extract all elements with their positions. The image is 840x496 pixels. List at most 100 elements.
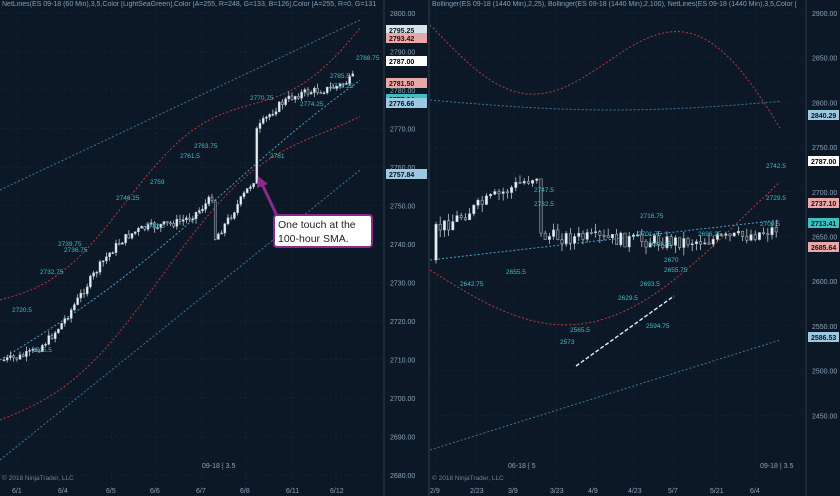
panel-divider[interactable] — [428, 0, 430, 496]
candle-body — [300, 91, 303, 99]
candle-body — [92, 272, 95, 277]
candle-body — [585, 232, 589, 240]
candle-body — [9, 355, 12, 358]
candle-body — [627, 236, 631, 248]
candle-body — [673, 237, 677, 246]
candle-body — [229, 217, 233, 220]
candle-body — [577, 232, 581, 237]
price-chart-60min[interactable]: 2800.00 2790.00 2780.00 2770.00 2760.00 2750.… — [0, 0, 428, 496]
date-tick-label: 2/23 — [470, 488, 484, 495]
candle-body — [489, 194, 493, 197]
price-chart-daily[interactable]: 2900.00 2850.00 2800.00 2750.00 2700.00 2650.… — [430, 0, 840, 496]
candle-body — [169, 222, 172, 225]
price-tick-label: 2650.00 — [812, 235, 837, 242]
candle-body — [560, 239, 564, 244]
candle-body — [303, 89, 307, 93]
price-annotation: 2720.5 — [12, 307, 32, 314]
candle-body — [329, 86, 332, 89]
candle-body — [736, 230, 740, 234]
candle-body — [615, 234, 619, 246]
candle-body — [514, 182, 518, 188]
candle-body — [644, 241, 648, 248]
price-tick-label: 2680.00 — [390, 473, 415, 480]
candle-body — [476, 199, 480, 206]
candle-body — [610, 234, 614, 239]
candle-body — [707, 242, 711, 245]
candle-body — [41, 345, 44, 352]
price-annotation: 2781 — [270, 153, 285, 160]
chart-panel-daily[interactable]: 2900.00 2850.00 2800.00 2750.00 2700.00 2650.… — [430, 0, 840, 496]
price-badge — [808, 156, 839, 166]
price-badge — [808, 242, 839, 252]
candle-body — [2, 359, 6, 362]
candle-body — [162, 221, 166, 225]
candle-body — [105, 256, 108, 262]
price-annotation: 2594.75 — [646, 323, 670, 330]
date-tick-label: 6/12 — [330, 488, 344, 495]
candle-body — [28, 350, 31, 352]
candle-body — [669, 236, 673, 246]
candle-body — [766, 233, 770, 236]
candle-body — [194, 211, 198, 220]
price-annotation: 2655.5 — [506, 269, 526, 276]
candle-body — [631, 234, 635, 237]
candle-body — [547, 236, 551, 240]
candle-body — [306, 89, 310, 95]
candle-body — [210, 196, 214, 202]
candle-body — [703, 242, 707, 245]
price-tick-label: 2790.00 — [390, 50, 415, 57]
candle-body — [636, 234, 640, 237]
candle-body — [133, 231, 137, 234]
price-annotation: 2761.5 — [180, 153, 200, 160]
price-annotation: 2716.75 — [640, 213, 664, 220]
price-annotation: 2788.75 — [356, 55, 380, 62]
candle-body — [678, 237, 682, 248]
candle-body — [564, 233, 568, 244]
candle-body — [66, 318, 70, 320]
candle-body — [594, 231, 598, 233]
candle-body — [598, 231, 602, 236]
price-tick-label: 2780.00 — [390, 88, 415, 95]
candle-body — [694, 241, 698, 245]
price-tick-label: 2740.00 — [390, 242, 415, 249]
callout-arrow — [260, 183, 280, 219]
candle-body — [438, 223, 442, 231]
candle-body — [715, 234, 719, 240]
candle-body — [699, 241, 703, 245]
candle-body — [284, 98, 287, 105]
price-tick-label: 2710.00 — [390, 358, 415, 365]
date-tick-label: 4/9 — [588, 488, 598, 495]
price-annotation: 2701.75 — [638, 231, 662, 238]
price-badge-label: 2685.64 — [811, 245, 836, 252]
candle-body — [518, 182, 522, 184]
candle-body — [50, 335, 54, 339]
candle-body — [606, 235, 610, 239]
candle-body — [15, 357, 19, 360]
price-annotation: 2565.5 — [570, 327, 590, 334]
candle-body — [245, 188, 249, 194]
candle-body — [682, 238, 686, 248]
price-tick-label: 2750.00 — [390, 204, 415, 211]
candle-body — [12, 355, 15, 359]
candle-body — [204, 203, 207, 210]
candle-body — [137, 228, 140, 233]
candle-body — [265, 116, 268, 119]
candle-body — [76, 297, 79, 305]
candle-body — [332, 86, 335, 89]
candle-body — [522, 181, 526, 184]
candle-body — [665, 236, 669, 248]
candle-body — [623, 232, 627, 248]
chart-panel-60min[interactable]: 2800.00 2790.00 2780.00 2770.00 2760.00 2750.… — [0, 0, 428, 496]
date-tick-label: 6/5 — [106, 488, 116, 495]
price-tick-label: 2450.00 — [812, 413, 837, 420]
candle-body — [25, 350, 28, 357]
price-annotation: 2732.75 — [40, 269, 64, 276]
sma-100-hour — [0, 79, 361, 361]
candle-body — [79, 292, 83, 299]
candle-body — [619, 232, 623, 246]
bollinger-100-upper — [430, 99, 781, 111]
candle-body — [526, 181, 530, 184]
price-badge — [386, 25, 427, 35]
price-tick-label: 2800.00 — [390, 11, 415, 18]
